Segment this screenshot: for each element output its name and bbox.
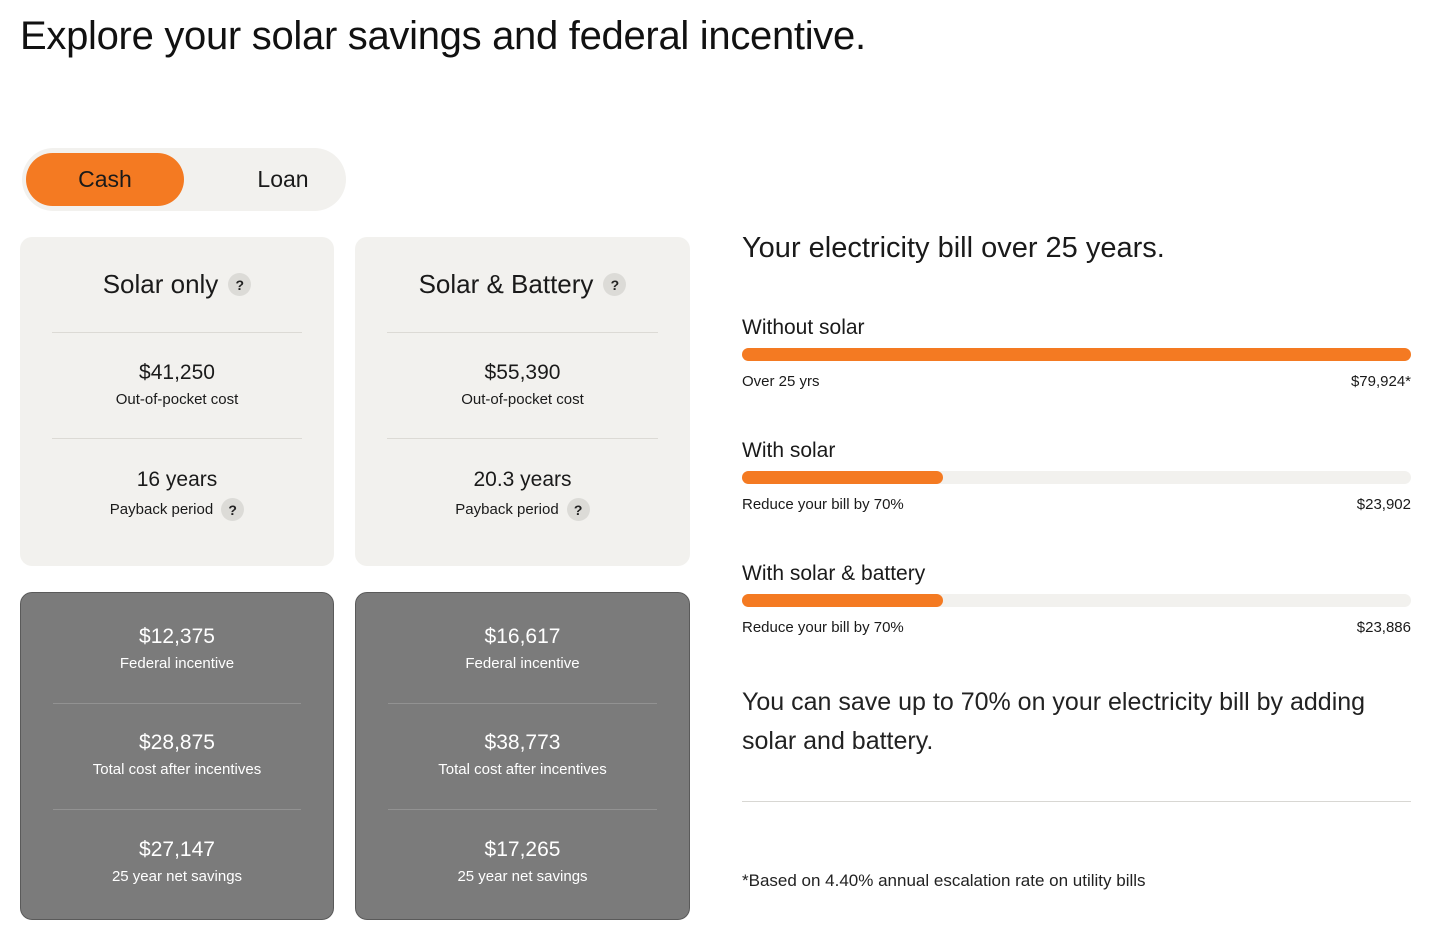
federal-incentive-label: Federal incentive [119,655,235,672]
payment-toggle: Cash Loan [22,148,346,211]
bar-name: With solar & battery [742,562,926,585]
solar-battery-incentives-card: $16,617 Federal incentive $38,773 Total … [355,592,690,920]
solar-battery-title: Solar & Battery [418,269,594,299]
bar-fill [742,348,1411,361]
out-of-pocket-metric: $55,390 Out-of-pocket cost [355,361,690,408]
bar-name: Without solar [742,316,865,339]
divider [53,809,301,810]
bar-note: Reduce your bill by 70% [742,496,904,513]
bar-track [742,594,1411,607]
payback-label: Payback period [455,501,559,518]
payback-metric: 16 years Payback period ? [20,468,334,521]
bar-track [742,348,1411,361]
federal-incentive-label: Federal incentive [465,655,580,672]
bar-fill [742,471,943,484]
payback-metric: 20.3 years Payback period ? [355,468,690,521]
out-of-pocket-value: $41,250 [139,361,215,384]
net-savings-metric: $27,147 25 year net savings [21,838,333,885]
bar-note: Reduce your bill by 70% [742,619,904,636]
solar-only-incentives-card: $12,375 Federal incentive $28,875 Total … [20,592,334,920]
total-after-incentives-label: Total cost after incentives [92,761,262,778]
divider [52,332,302,333]
solar-only-title-row: Solar only ? [20,269,334,300]
total-after-incentives-metric: $28,875 Total cost after incentives [21,731,333,778]
bar-name: With solar [742,439,836,462]
net-savings-label: 25 year net savings [111,868,243,885]
footnote: *Based on 4.40% annual escalation rate o… [742,871,1146,890]
payback-value: 20.3 years [473,468,572,491]
bar-track [742,471,1411,484]
divider [387,438,658,439]
bar-amount: $79,924* [1350,373,1411,390]
cash-toggle-button[interactable]: Cash [26,153,184,206]
solar-battery-card: Solar & Battery ? $55,390 Out-of-pocket … [355,237,690,566]
out-of-pocket-metric: $41,250 Out-of-pocket cost [20,361,334,408]
out-of-pocket-label: Out-of-pocket cost [461,391,584,408]
bar-amount: $23,886 [1356,619,1411,636]
divider [388,703,657,704]
total-after-incentives-label: Total cost after incentives [438,761,607,778]
net-savings-label: 25 year net savings [457,868,588,885]
net-savings-value: $27,147 [139,838,215,861]
out-of-pocket-value: $55,390 [484,361,561,384]
net-savings-metric: $17,265 25 year net savings [356,838,689,885]
bar-amount: $23,902 [1356,496,1411,513]
total-after-incentives-value: $28,875 [139,731,215,754]
out-of-pocket-label: Out-of-pocket cost [115,391,239,408]
federal-incentive-metric: $16,617 Federal incentive [356,625,689,672]
help-icon[interactable]: ? [566,498,590,521]
solar-only-title: Solar only [102,269,219,299]
divider [388,809,657,810]
divider [53,703,301,704]
total-after-incentives-value: $38,773 [484,731,561,754]
help-icon[interactable]: ? [603,273,627,296]
divider [52,438,302,439]
bill-bar-with-solar: With solar Reduce your bill by 70% $23,9… [742,439,1411,513]
total-after-incentives-metric: $38,773 Total cost after incentives [356,731,689,778]
bar-note: Over 25 yrs [742,373,820,390]
bill-bar-with-solar-battery: With solar & battery Reduce your bill by… [742,562,1411,636]
divider [387,332,658,333]
payback-label: Payback period [109,501,214,518]
divider [742,801,1411,802]
net-savings-value: $17,265 [484,838,561,861]
solar-only-card: Solar only ? $41,250 Out-of-pocket cost … [20,237,334,566]
solar-battery-title-row: Solar & Battery ? [355,269,690,300]
savings-message: You can save up to 70% on your electrici… [742,688,1366,755]
help-icon[interactable]: ? [228,273,252,296]
loan-toggle-button[interactable]: Loan [257,166,309,192]
federal-incentive-metric: $12,375 Federal incentive [21,625,333,672]
page-title: Explore your solar savings and federal i… [20,14,866,58]
federal-incentive-value: $12,375 [139,625,215,648]
federal-incentive-value: $16,617 [484,625,561,648]
payback-value: 16 years [136,468,218,491]
help-icon[interactable]: ? [221,498,245,521]
bill-bar-without-solar: Without solar Over 25 yrs $79,924* [742,316,1411,390]
bill-title: Your electricity bill over 25 years. [742,232,1165,264]
bar-fill [742,594,943,607]
